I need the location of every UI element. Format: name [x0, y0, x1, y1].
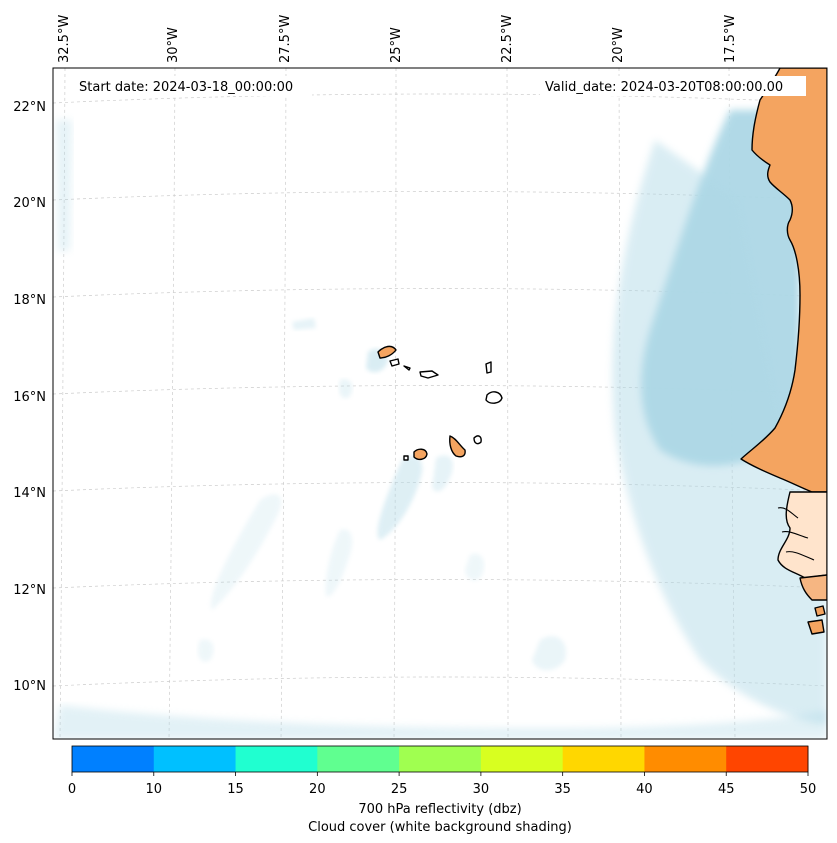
start-date-box: [74, 76, 312, 96]
sal: [485, 361, 492, 374]
colorbar-swatch: [72, 746, 155, 772]
santo-antao: [377, 345, 397, 359]
parallel-14n: [53, 482, 827, 492]
colorbar: 0 10 15 20 25 30 35 40 45 50 700 hPa reflectivity…: [68, 745, 816, 835]
map-frame: [52, 67, 828, 740]
colorbar-tick-label: 15: [227, 782, 244, 797]
cloud-cover-shading: [53, 110, 827, 739]
colorbar-ticks: 0 10 15 20 25 30 35 40 45 50: [68, 772, 816, 797]
parallel-18n: [53, 288, 827, 298]
lat-label: 22°N: [13, 100, 46, 115]
colorbar-tick-label: 35: [554, 782, 571, 797]
colorbar-tick-label: 45: [718, 782, 735, 797]
map-content: [53, 68, 827, 739]
colorbar-swatch: [726, 746, 809, 772]
lon-label: 22.5°W: [500, 15, 515, 63]
colorbar-swatch: [480, 746, 564, 772]
colorbar-tick-label: 20: [309, 782, 326, 797]
colorbar-sublabel: Cloud cover (white background shading): [308, 820, 572, 835]
lat-label: 12°N: [13, 583, 46, 598]
brava: [403, 455, 409, 461]
colorbar-tick-label: 25: [391, 782, 408, 797]
parallel-22n: [53, 93, 827, 104]
valid-date-label: Valid_date: 2024-03-20T08:00:00.00: [545, 80, 783, 95]
coast-detail-1: [777, 507, 799, 519]
colorbar-swatch: [317, 746, 400, 772]
lon-label: 20°W: [611, 27, 626, 63]
sao-vicente: [389, 358, 400, 367]
santa-luzia: [403, 365, 411, 371]
colorbar-swatch: [644, 746, 727, 772]
lat-label: 16°N: [13, 390, 46, 405]
colorbar-swatches: [72, 746, 809, 772]
longitude-labels: 32.5°W 30°W 27.5°W 25°W 22.5°W 20°W 17.5…: [57, 15, 738, 63]
lat-label: 20°N: [13, 196, 46, 211]
colorbar-tick-label: 50: [800, 782, 817, 797]
colorbar-tick-label: 30: [473, 782, 490, 797]
sao-nicolau: [419, 370, 439, 379]
colorbar-swatch: [399, 746, 482, 772]
parallel-10n: [53, 676, 827, 687]
boa-vista: [485, 391, 503, 404]
gridlines: [53, 68, 827, 739]
lon-label: 17.5°W: [723, 15, 738, 63]
fogo: [413, 448, 428, 461]
lat-label: 14°N: [13, 486, 46, 501]
lon-label: 27.5°W: [278, 15, 293, 63]
latitude-labels: 22°N 20°N 18°N 16°N 14°N 12°N 10°N: [13, 100, 46, 694]
coastline-detail: [777, 507, 815, 561]
lon-label: 25°W: [389, 27, 404, 63]
colorbar-swatch: [235, 746, 318, 772]
colorbar-swatch: [562, 746, 645, 772]
valid-date-box: [540, 76, 806, 96]
colorbar-tick-label: 40: [636, 782, 653, 797]
senegal-gambia-shading: [777, 491, 827, 579]
lon-label: 30°W: [166, 27, 181, 63]
colorbar-frame: [71, 745, 809, 773]
parallel-20n: [53, 191, 827, 201]
maio: [473, 435, 482, 445]
parallel-16n: [53, 385, 827, 395]
colorbar-swatch: [153, 746, 237, 772]
santiago: [449, 435, 466, 458]
lon-label: 32.5°W: [57, 15, 72, 63]
africa-coast: [740, 68, 827, 493]
colorbar-tick-label: 0: [68, 782, 76, 797]
lat-label: 10°N: [13, 679, 46, 694]
colorbar-tick-label: 10: [146, 782, 163, 797]
land-areas: [377, 68, 827, 635]
guinea-bissau-coast: [799, 574, 827, 601]
start-date-label: Start date: 2024-03-18_00:00:00: [79, 80, 293, 95]
lat-label: 18°N: [13, 293, 46, 308]
bijagos-islands-2: [814, 605, 826, 617]
coast-detail-2: [781, 531, 809, 539]
coast-detail-3: [785, 551, 815, 561]
parallel-12n: [53, 579, 827, 589]
bijagos-islands: [807, 619, 825, 635]
colorbar-label: 700 hPa reflectivity (dbz): [358, 802, 521, 817]
